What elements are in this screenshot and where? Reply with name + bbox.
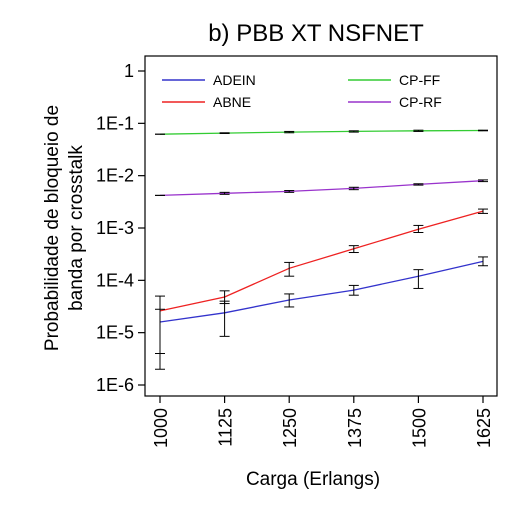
series-cp-ff [155, 129, 488, 135]
error-bar [284, 261, 295, 277]
series-cp-rf [155, 179, 488, 197]
error-bar [348, 284, 359, 296]
x-tick-label: 1250 [280, 408, 300, 448]
error-bar [219, 300, 230, 337]
error-bar [478, 129, 488, 132]
series-line [159, 129, 484, 135]
x-tick-label: 1500 [409, 408, 429, 448]
legend-label: CP-FF [399, 72, 440, 88]
axes: 1 1E-1 1E-2 1E-3 1E-4 1E-5 1E-6 1000 1125 1250 137… [96, 61, 494, 448]
legend-item-abne: ABNE [162, 94, 251, 110]
legend-item-cp-rf: CP-RF [348, 94, 442, 110]
y-tick-label: 1E-5 [96, 323, 134, 343]
plot-frame [144, 55, 498, 397]
y-axis-label-line-2: banda por crosstalk [66, 145, 87, 311]
legend-label: ABNE [213, 94, 251, 110]
error-bar [219, 132, 230, 134]
error-bar [348, 186, 359, 191]
series-abne [155, 208, 488, 354]
error-bar [478, 208, 488, 214]
series-line [159, 180, 484, 197]
series-adein [155, 256, 488, 370]
chart-title: b) PBB XT NSFNET [208, 20, 424, 47]
series-line [159, 210, 484, 312]
x-tick-label: 1625 [474, 408, 494, 448]
error-bar [413, 183, 424, 186]
plot-marks [155, 129, 488, 370]
legend: ADEIN ABNE CP-FF CP-RF [162, 72, 442, 110]
error-bar [284, 190, 295, 193]
error-bar [348, 130, 359, 133]
error-bar [478, 256, 488, 267]
series-line [159, 260, 484, 323]
x-tick-label: 1375 [345, 408, 365, 448]
x-tick-label: 1000 [151, 408, 171, 448]
error-bar [284, 130, 295, 134]
y-axis-label: Probabilidade de bloqueio de banda por c… [42, 105, 87, 351]
x-tick-label: 1125 [216, 408, 236, 447]
error-bar [219, 191, 230, 195]
legend-label: CP-RF [399, 94, 442, 110]
y-tick-label: 1 [124, 61, 134, 81]
y-tick-label: 1E-4 [96, 270, 134, 290]
error-bar [219, 290, 230, 305]
error-bar [348, 245, 359, 254]
y-tick-label: 1E-3 [96, 218, 134, 238]
error-bar [413, 129, 424, 132]
error-bar [413, 224, 424, 234]
error-bar [155, 308, 165, 354]
x-axis-label: Carga (Erlangs) [246, 469, 380, 490]
y-tick-label: 1E-2 [96, 166, 134, 186]
error-bar [284, 293, 295, 308]
error-bar [478, 179, 488, 183]
legend-label: ADEIN [213, 72, 256, 88]
legend-item-cp-ff: CP-FF [348, 72, 440, 88]
legend-item-adein: ADEIN [162, 72, 256, 88]
y-axis-label-line-1: Probabilidade de bloqueio de [42, 105, 63, 351]
error-bar [413, 269, 424, 289]
y-tick-label: 1E-6 [96, 375, 134, 395]
y-tick-label: 1E-1 [96, 113, 134, 133]
